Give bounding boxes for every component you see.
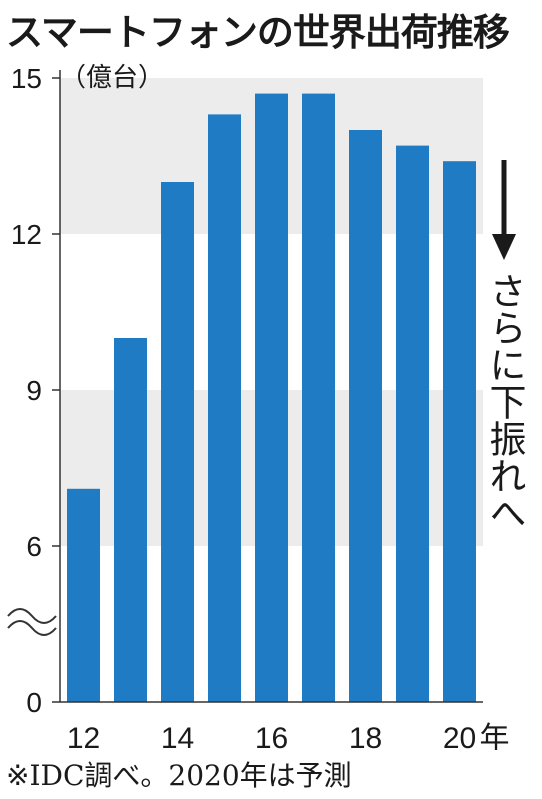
bar bbox=[161, 182, 194, 702]
x-tick-label: 14 bbox=[161, 722, 194, 750]
x-tick-label: 12 bbox=[67, 722, 100, 750]
x-tick-label: 18 bbox=[349, 722, 382, 750]
axis-break-icon bbox=[7, 608, 57, 624]
y-tick-label: 9 bbox=[26, 375, 42, 406]
y-tick-label: 12 bbox=[11, 219, 42, 250]
annotation-text: さらに下振れへ bbox=[483, 272, 526, 531]
trend-annotation: さらに下振れへ bbox=[482, 160, 526, 531]
y-tick-label: 15 bbox=[11, 63, 42, 94]
chart-title: スマートフォンの世界出荷推移 bbox=[6, 11, 510, 54]
bar bbox=[396, 145, 429, 703]
bar-chart: 0 6 9 12 15 （億台） 12 14 16 18 20 年 bbox=[7, 63, 510, 750]
bar bbox=[255, 93, 288, 703]
bar bbox=[67, 488, 100, 702]
y-tick-label: 6 bbox=[26, 531, 42, 562]
bar bbox=[349, 130, 382, 702]
y-tick-label: 0 bbox=[26, 687, 42, 718]
axis-break-icon bbox=[7, 620, 57, 636]
bar bbox=[208, 114, 241, 702]
source-note: ※IDC調べ。2020年は予測 bbox=[6, 759, 352, 792]
bar bbox=[114, 338, 147, 702]
bar bbox=[443, 161, 476, 702]
x-axis-suffix: 年 bbox=[480, 721, 510, 750]
y-unit-label: （億台） bbox=[60, 63, 164, 93]
x-tick-label: 20 bbox=[443, 722, 476, 750]
x-tick-label: 16 bbox=[255, 722, 288, 750]
bar bbox=[302, 93, 335, 703]
down-arrow-icon bbox=[492, 160, 516, 260]
